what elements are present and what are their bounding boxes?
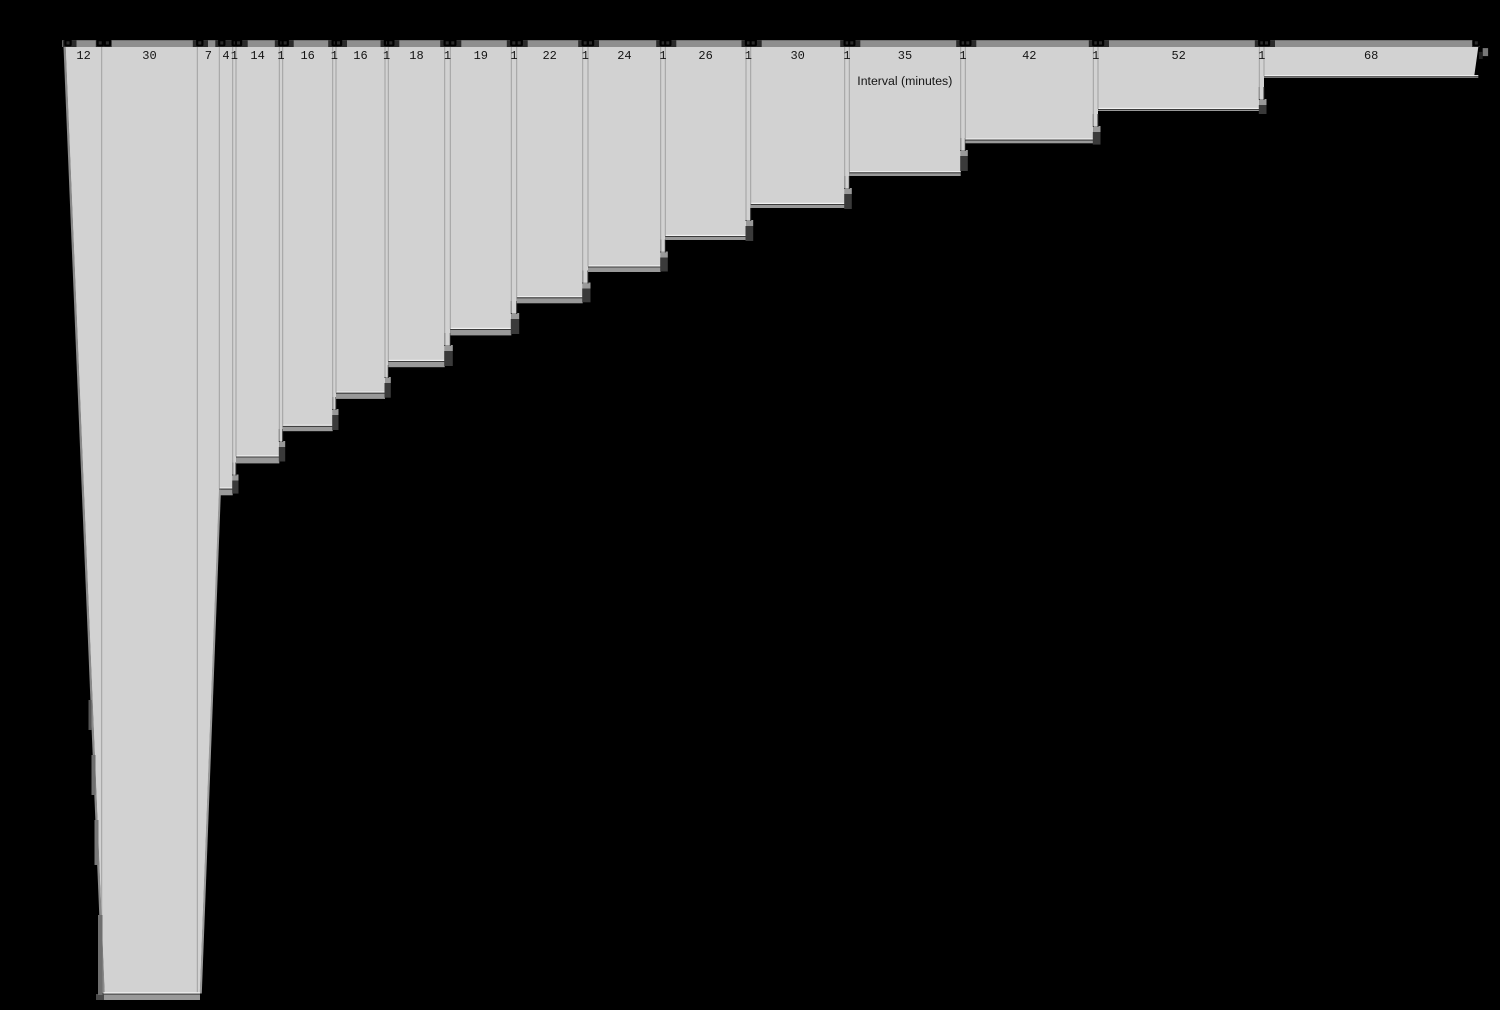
svg-text:1: 1 xyxy=(383,49,390,63)
svg-text:1: 1 xyxy=(1092,49,1099,63)
svg-text:35: 35 xyxy=(898,49,912,63)
svg-text:4: 4 xyxy=(222,49,229,63)
svg-text:1: 1 xyxy=(1258,49,1265,63)
svg-text:Interval (minutes): Interval (minutes) xyxy=(857,74,952,88)
svg-text:30: 30 xyxy=(142,49,156,63)
svg-text:1: 1 xyxy=(231,49,238,63)
svg-text:26: 26 xyxy=(698,49,712,63)
svg-text:7: 7 xyxy=(205,49,212,63)
svg-text:52: 52 xyxy=(1171,49,1185,63)
svg-text:1: 1 xyxy=(582,49,589,63)
svg-text:1: 1 xyxy=(659,49,666,63)
svg-text:1: 1 xyxy=(444,49,451,63)
svg-text:22: 22 xyxy=(542,49,556,63)
svg-text:19: 19 xyxy=(474,49,488,63)
svg-text:1: 1 xyxy=(277,49,284,63)
svg-text:68: 68 xyxy=(1364,49,1378,63)
svg-text:18: 18 xyxy=(409,49,423,63)
svg-text:42: 42 xyxy=(1022,49,1036,63)
svg-text:1: 1 xyxy=(843,49,850,63)
svg-text:1: 1 xyxy=(510,49,517,63)
svg-text:1: 1 xyxy=(745,49,752,63)
svg-text:24: 24 xyxy=(617,49,631,63)
svg-text:14: 14 xyxy=(250,49,264,63)
svg-text:1: 1 xyxy=(331,49,338,63)
svg-text:12: 12 xyxy=(76,49,90,63)
svg-text:30: 30 xyxy=(790,49,804,63)
svg-text:16: 16 xyxy=(353,49,367,63)
svg-text:16: 16 xyxy=(300,49,314,63)
svg-text:1: 1 xyxy=(959,49,966,63)
